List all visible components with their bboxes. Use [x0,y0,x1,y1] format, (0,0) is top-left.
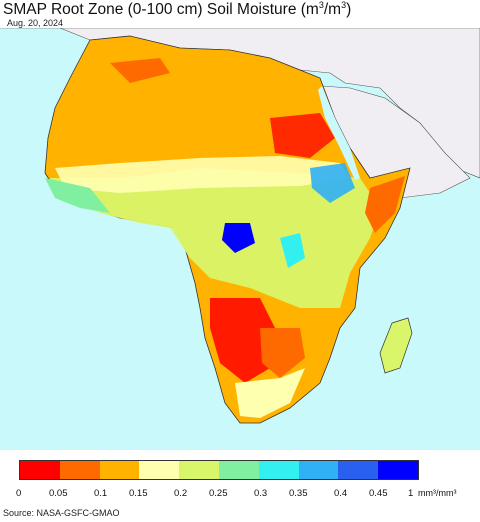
colorbar-tick: 0.2 [174,488,188,499]
kalahari-region [260,328,305,378]
colorbar-swatch-0 [20,461,60,479]
colorbar-tick: 0.35 [289,488,308,499]
colorbar-swatch-4 [179,461,219,479]
red-sea [318,86,360,180]
sahel-band [55,156,350,193]
source-credit: Source: NASA-GSFC-GMAO [3,508,120,518]
ethiopia-wet-region [310,163,355,203]
colorbar-tick: 0.15 [129,488,148,499]
colorbar-tick: 0.25 [209,488,228,499]
north-coast-dry-region [110,58,170,83]
colorbar-swatch-8 [338,461,379,479]
colorbar-tick: 0.1 [94,488,108,499]
colorbar-tick: 0.3 [254,488,268,499]
northeast-dry-region [270,113,335,158]
colorbar-ticks: 0 0.05 0.1 0.15 0.2 0.25 0.3 0.35 0.4 0.… [0,488,480,502]
colorbar [19,460,419,480]
colorbar-swatch-6 [258,461,299,479]
colorbar-tick: 1 [408,488,414,499]
colorbar-swatch-1 [59,461,100,479]
colorbar-tick: 0.05 [49,488,68,499]
southwest-dry-region [210,298,275,383]
colorbar-tick: 0 [16,488,22,499]
colorbar-swatch-5 [218,461,259,479]
colorbar-tick: 0.45 [369,488,388,499]
colorbar-swatch-9 [378,461,418,479]
colorbar-swatch-2 [99,461,140,479]
colorbar-swatch-3 [139,461,180,479]
colorbar-tick: 0.4 [334,488,348,499]
map-date: Aug. 20, 2024 [7,18,64,28]
east-africa-lakes-region [280,233,305,268]
congo-wet-region [222,223,255,253]
central-africa-region [50,168,380,308]
south-africa-region [235,368,305,418]
map-title: SMAP Root Zone (0-100 cm) Soil Moisture … [3,0,352,19]
west-africa-wet-region [45,178,110,213]
madagascar [379,317,413,374]
soil-moisture-map [0,28,480,450]
colorbar-units: mm³/mm³ [418,488,457,498]
somalia-region [365,176,405,233]
colorbar-swatch-7 [298,461,339,479]
